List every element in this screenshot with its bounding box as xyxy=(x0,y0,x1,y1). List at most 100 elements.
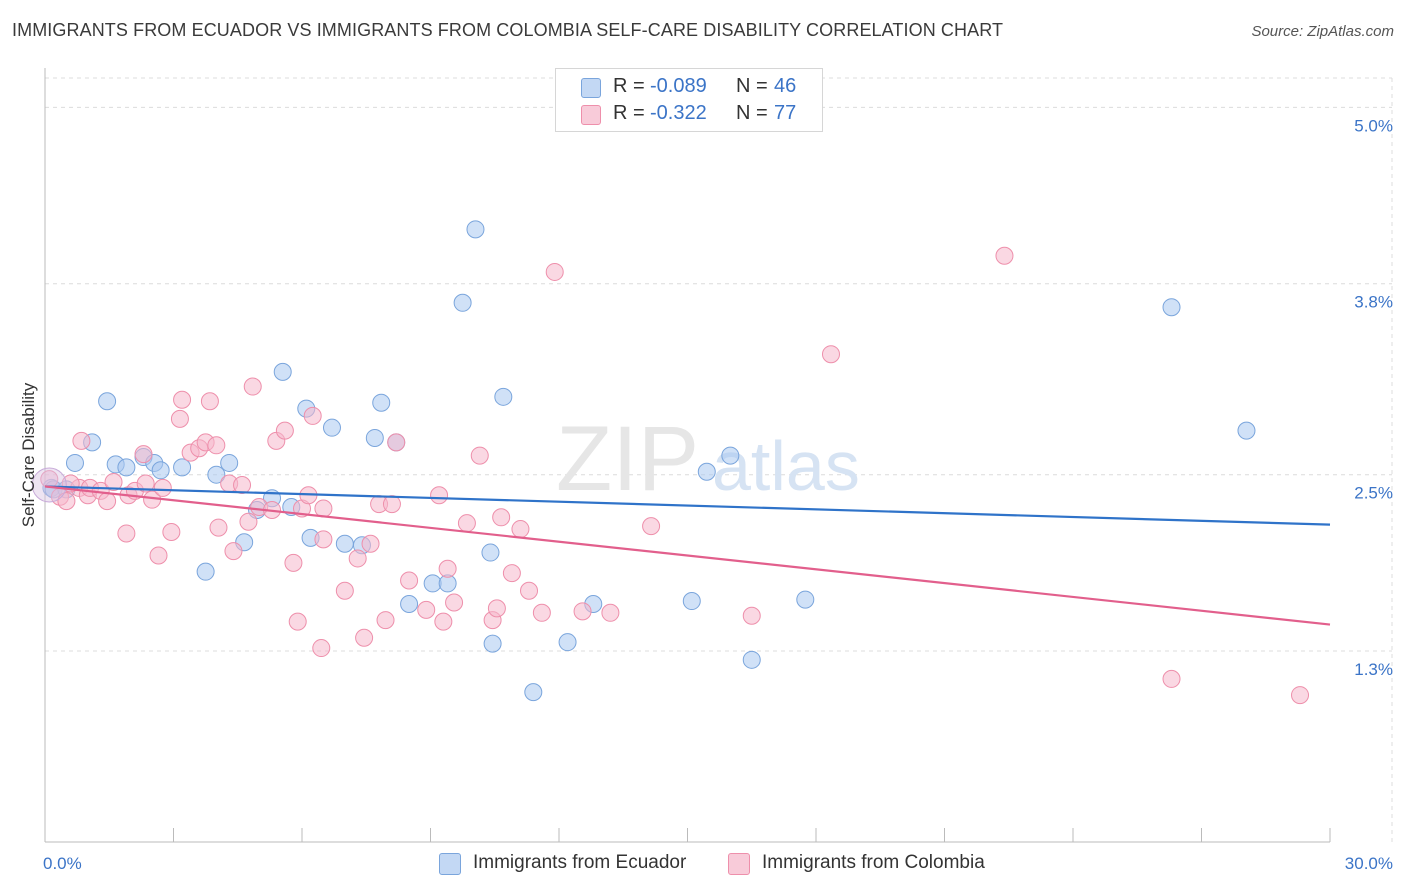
data-point xyxy=(494,387,513,406)
data-point xyxy=(573,602,592,621)
data-point xyxy=(303,406,322,425)
legend-r-label: R = xyxy=(613,102,645,124)
data-point xyxy=(104,473,123,492)
data-point xyxy=(1291,686,1310,705)
data-point xyxy=(492,508,511,527)
data-point xyxy=(466,220,485,239)
y-tick-label: 3.8% xyxy=(1354,293,1393,312)
data-point xyxy=(995,246,1014,265)
data-point xyxy=(558,633,577,652)
trend-line-0 xyxy=(44,485,1331,526)
data-point xyxy=(453,293,472,312)
correlation-legend: R = -0.089 N = 46 R = -0.322 N = 77 xyxy=(555,68,823,132)
data-point xyxy=(149,546,168,565)
data-point xyxy=(721,446,740,465)
data-point xyxy=(487,599,506,618)
data-point xyxy=(220,453,239,472)
data-point xyxy=(65,453,84,472)
data-point xyxy=(387,433,406,452)
data-point xyxy=(288,612,307,631)
data-point xyxy=(361,534,380,553)
data-point xyxy=(355,628,374,647)
data-point xyxy=(400,594,419,613)
data-point xyxy=(382,495,401,514)
data-point xyxy=(57,492,76,511)
data-point xyxy=(430,486,449,505)
x-tick-label: 30.0% xyxy=(1345,854,1393,873)
data-point xyxy=(524,683,543,702)
data-point xyxy=(98,392,117,411)
y-axis-label: Self-Care Disability xyxy=(19,382,38,528)
data-point xyxy=(224,542,243,561)
y-tick-label: 2.5% xyxy=(1354,484,1393,503)
data-point xyxy=(470,446,489,465)
data-point xyxy=(1162,298,1181,317)
data-point xyxy=(434,612,453,631)
data-point xyxy=(520,581,539,600)
legend-r-value: -0.322 xyxy=(650,102,707,124)
legend-n-label: N = xyxy=(736,75,768,97)
data-point xyxy=(821,345,840,364)
data-point xyxy=(151,461,170,480)
data-point xyxy=(273,362,292,381)
data-point xyxy=(796,590,815,609)
data-point xyxy=(162,522,181,541)
legend-swatch-ecuador xyxy=(581,78,601,98)
data-point xyxy=(209,518,228,537)
data-point xyxy=(1237,421,1256,440)
axes xyxy=(44,68,1331,843)
data-point xyxy=(117,524,136,543)
watermark: ZIP atlas xyxy=(556,408,860,510)
series-swatch-colombia xyxy=(728,853,750,875)
data-point xyxy=(98,492,117,511)
data-point xyxy=(1162,669,1181,688)
data-point xyxy=(601,603,620,622)
source-label: Source: ZipAtlas.com xyxy=(1251,23,1394,40)
data-point xyxy=(233,475,252,494)
trend-line-1 xyxy=(44,485,1331,626)
data-point xyxy=(457,514,476,533)
data-point xyxy=(417,600,436,619)
legend-r-value: -0.089 xyxy=(650,75,707,97)
data-point xyxy=(314,499,333,518)
series-swatch-ecuador xyxy=(439,853,461,875)
data-point xyxy=(742,606,761,625)
data-point xyxy=(532,603,551,622)
series-label-ecuador: Immigrants from Ecuador xyxy=(473,852,687,873)
data-point xyxy=(136,474,155,493)
data-point xyxy=(502,564,521,583)
data-point xyxy=(545,262,564,281)
data-point xyxy=(207,436,226,455)
legend-swatch-colombia xyxy=(581,105,601,125)
legend-n-value: 46 xyxy=(774,75,797,97)
data-point xyxy=(335,534,354,553)
data-point xyxy=(207,465,226,484)
data-point xyxy=(365,428,384,447)
legend-n-value: 77 xyxy=(774,102,797,124)
data-point xyxy=(682,592,701,611)
series-label-colombia: Immigrants from Colombia xyxy=(762,852,985,873)
data-point xyxy=(438,559,457,578)
data-point xyxy=(400,571,419,590)
data-point xyxy=(348,549,367,568)
data-point xyxy=(243,377,262,396)
data-point xyxy=(72,431,91,450)
data-point xyxy=(445,593,464,612)
data-point xyxy=(423,574,442,593)
chart-title: IMMIGRANTS FROM ECUADOR VS IMMIGRANTS FR… xyxy=(12,20,1004,40)
data-point xyxy=(511,520,530,539)
data-point xyxy=(134,445,153,464)
data-point xyxy=(170,409,189,428)
data-point xyxy=(372,393,391,412)
data-point xyxy=(284,553,303,572)
data-point xyxy=(196,562,215,581)
watermark-atlas: atlas xyxy=(712,427,860,505)
data-point xyxy=(117,458,136,477)
data-point xyxy=(376,611,395,630)
cluster-point xyxy=(31,467,67,503)
data-point xyxy=(312,639,331,658)
x-tick-label: 0.0% xyxy=(43,854,82,873)
watermark-zip: ZIP xyxy=(556,408,699,510)
data-point xyxy=(239,512,258,531)
